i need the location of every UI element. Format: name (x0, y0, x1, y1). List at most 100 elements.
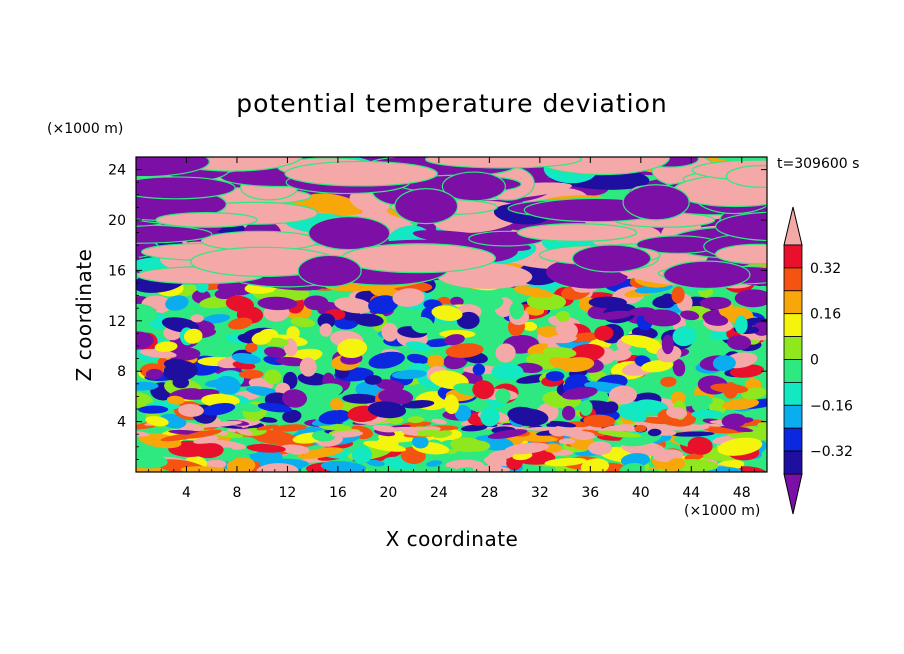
field-blob (628, 307, 655, 316)
colorbar-box (783, 336, 803, 360)
field-blob (545, 371, 565, 382)
field-blob (264, 346, 287, 358)
field-blob (473, 294, 504, 312)
field-blob (684, 453, 704, 461)
field-blob (330, 398, 344, 411)
field-blob (445, 459, 485, 472)
field-blob (279, 444, 310, 455)
field-blob (491, 363, 524, 381)
field-blob (640, 359, 674, 373)
field-blob (334, 297, 373, 314)
field-blob (318, 409, 351, 425)
colorbar-tick-label: −0.16 (810, 398, 853, 414)
field-blob (407, 416, 425, 424)
field-blob (251, 331, 272, 345)
field-blob (542, 346, 577, 358)
colorbar-top-arrow (783, 206, 803, 246)
field-blob (426, 460, 443, 467)
field-blob (588, 441, 613, 455)
field-blob (183, 328, 203, 344)
field-blob (136, 391, 153, 408)
field-blob (264, 369, 282, 385)
field-blob (331, 430, 364, 438)
field-blob (375, 379, 405, 391)
x-tick-label: 8 (232, 485, 241, 501)
field-blob (319, 323, 333, 337)
field-blob (256, 424, 279, 431)
field-blob (225, 295, 254, 313)
field-blob (672, 359, 686, 377)
field-blob (564, 374, 588, 388)
field-blob (353, 313, 384, 327)
upper-blob (571, 244, 652, 273)
x-axis-label: X coordinate (386, 527, 519, 551)
field-blob (704, 314, 729, 326)
x-tick-label: 16 (329, 485, 347, 501)
colorbar-box (783, 267, 803, 292)
field-blob (378, 388, 414, 405)
upper-blob (714, 243, 767, 265)
y-tick-label: 24 (108, 163, 126, 179)
x-tick-label: 20 (379, 485, 397, 501)
upper-blob (155, 212, 258, 228)
field-blob (236, 429, 254, 435)
field-blob (238, 369, 264, 379)
field-blob (145, 368, 163, 380)
field-blob (450, 437, 484, 453)
field-blob (190, 314, 204, 323)
field-blob (687, 436, 713, 455)
field-blob (364, 375, 382, 385)
field-blob (389, 416, 404, 425)
x-tick-label: 4 (182, 485, 191, 501)
field-blob (195, 443, 224, 459)
field-blob (184, 423, 205, 432)
field-blob (381, 322, 399, 342)
field-blob (286, 326, 300, 341)
field-blob (559, 357, 595, 373)
field-blob (257, 402, 292, 413)
field-blob (737, 466, 767, 472)
field-blob (450, 296, 464, 307)
field-blob (460, 424, 488, 432)
x-tick-label: 28 (480, 485, 498, 501)
x-tick-label: 12 (279, 485, 297, 501)
colorbar (783, 206, 803, 515)
upper-blob (725, 164, 767, 188)
field-blob (619, 462, 645, 472)
field-blob (721, 413, 747, 428)
upper-blob (424, 157, 582, 169)
upper-blob (714, 211, 767, 242)
field-blob (509, 301, 525, 320)
field-blob (154, 341, 178, 353)
field-blob (710, 383, 749, 394)
field-blob (372, 424, 398, 433)
field-blob (727, 335, 752, 350)
x-tick-label: 44 (682, 485, 700, 501)
field-blob (245, 342, 258, 353)
field-blob (363, 440, 407, 452)
field-blob (558, 438, 576, 445)
field-blob (299, 357, 317, 377)
field-blob (342, 393, 379, 404)
field-blob (691, 397, 710, 413)
field-blob (202, 314, 231, 324)
field-blob (549, 334, 577, 344)
field-blob (526, 293, 567, 311)
field-blob (178, 403, 204, 417)
field-blob (579, 400, 593, 416)
field-blob (227, 317, 253, 330)
upper-blob (394, 188, 459, 225)
field-blob (282, 389, 308, 408)
y-tick-label: 20 (108, 213, 126, 229)
field-blob (734, 315, 748, 334)
field-blob (290, 317, 316, 328)
field-blob (671, 286, 685, 304)
x-axis-unit: (×1000 m) (684, 503, 760, 519)
chart-title: potential temperature deviation (236, 89, 667, 118)
field-blob (647, 428, 662, 437)
field-blob (193, 435, 219, 444)
field-blob (659, 293, 676, 309)
colorbar-box (783, 404, 803, 429)
colorbar-box (783, 381, 803, 406)
colorbar-tick-label: 0.32 (810, 261, 841, 277)
